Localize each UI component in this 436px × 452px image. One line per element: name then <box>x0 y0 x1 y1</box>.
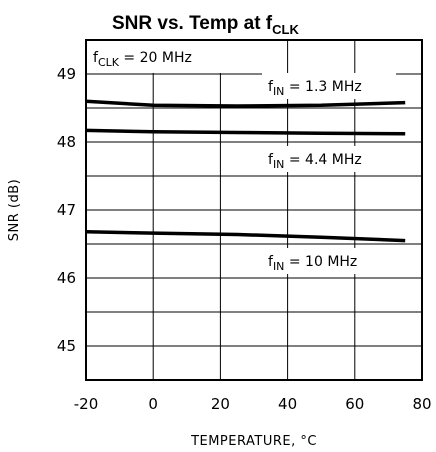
x-tick-label: 80 <box>412 395 431 413</box>
series-label-1-subscript: IN <box>273 85 284 98</box>
x-tick-label: 20 <box>211 395 230 413</box>
series-line-3 <box>85 230 406 243</box>
x-tick-label: 60 <box>345 395 364 413</box>
series-label-3: fIN = 10 MHz <box>262 248 386 274</box>
series-label-3-prefix: f <box>268 254 274 270</box>
y-tick-label: 48 <box>57 133 76 151</box>
series-label-3-suffix: = 10 MHz <box>284 254 357 270</box>
data-series <box>85 99 406 243</box>
series-label-1: fIN = 1.3 MHz <box>262 73 396 99</box>
axis-ticks: 45 46 47 48 49 -20 0 20 40 60 80 <box>57 65 432 413</box>
series-line-2 <box>85 128 406 136</box>
series-label-1-prefix: f <box>268 79 274 95</box>
chart-title-subscript: CLK <box>272 22 299 37</box>
condition-label-suffix: = 20 MHz <box>119 50 192 66</box>
series-label-2-background <box>262 146 396 172</box>
condition-label-prefix: f <box>93 50 99 66</box>
series-label-3-background <box>262 248 386 274</box>
y-tick-label: 46 <box>57 269 76 287</box>
condition-annotation: fCLK = 20 MHz <box>87 41 221 73</box>
series-label-1-text: fIN = 1.3 MHz <box>268 79 362 98</box>
y-tick-label: 47 <box>57 201 76 219</box>
chart-title: SNR vs. Temp at fCLK <box>112 13 299 37</box>
series-line-1 <box>85 99 406 108</box>
series-label-3-subscript: IN <box>273 260 284 273</box>
x-tick-label: -20 <box>74 395 99 413</box>
series-label-1-suffix: = 1.3 MHz <box>284 79 361 95</box>
series-label-1-background <box>262 73 396 99</box>
series-label-2-text: fIN = 4.4 MHz <box>268 152 362 171</box>
y-tick-label: 49 <box>57 65 76 83</box>
series-label-2-prefix: f <box>268 152 274 168</box>
x-axis-label: TEMPERATURE, °C <box>190 434 317 449</box>
x-tick-label: 0 <box>148 395 158 413</box>
chart-title-main: SNR vs. Temp at f <box>112 13 273 34</box>
series-label-2-suffix: = 4.4 MHz <box>284 152 361 168</box>
y-tick-label: 45 <box>57 337 76 355</box>
plot-frame <box>85 39 423 381</box>
series-label-2: fIN = 4.4 MHz <box>262 146 396 172</box>
condition-label: fCLK = 20 MHz <box>93 50 192 69</box>
series-label-3-text: fIN = 10 MHz <box>268 254 357 273</box>
condition-label-subscript: CLK <box>98 56 120 69</box>
series-label-2-subscript: IN <box>273 158 284 171</box>
condition-label-background <box>87 41 221 73</box>
y-axis-label: SNR (dB) <box>7 179 22 241</box>
x-tick-label: 40 <box>278 395 297 413</box>
